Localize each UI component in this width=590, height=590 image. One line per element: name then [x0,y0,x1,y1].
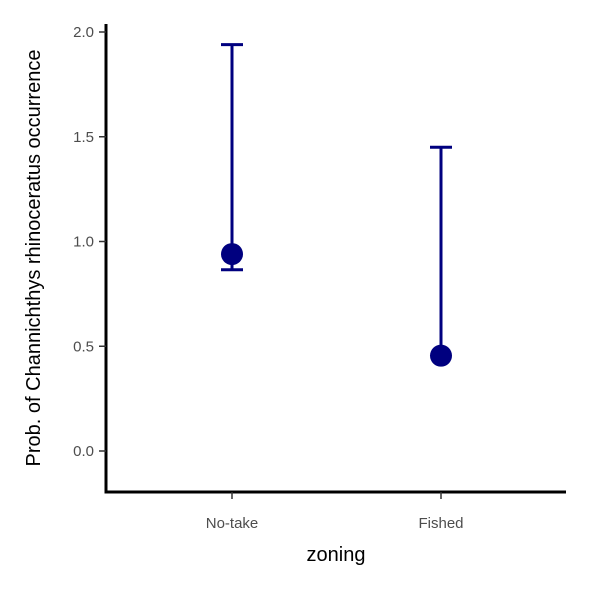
x-ticks: No-take Fished [206,492,464,532]
y-tick-label: 1.0 [73,234,94,251]
plot-marks [221,43,452,367]
x-tick-label: No-take [206,515,259,532]
axes [104,24,566,494]
y-tick-label: 1.5 [73,129,94,146]
data-point [430,344,452,367]
y-tick-label: 0.0 [73,443,94,460]
x-axis-title: zoning [307,544,366,566]
data-point-group [430,145,452,367]
y-tick-label: 2.0 [73,24,94,41]
y-axis-title: Prob. of Channichthys rhinoceratus occur… [23,50,45,467]
y-tick-label: 0.5 [73,338,94,355]
x-tick-label: Fished [418,515,463,532]
data-point-group [221,43,243,272]
y-ticks: 0.0 0.5 1.0 1.5 2.0 [73,24,106,460]
data-point [221,243,243,266]
